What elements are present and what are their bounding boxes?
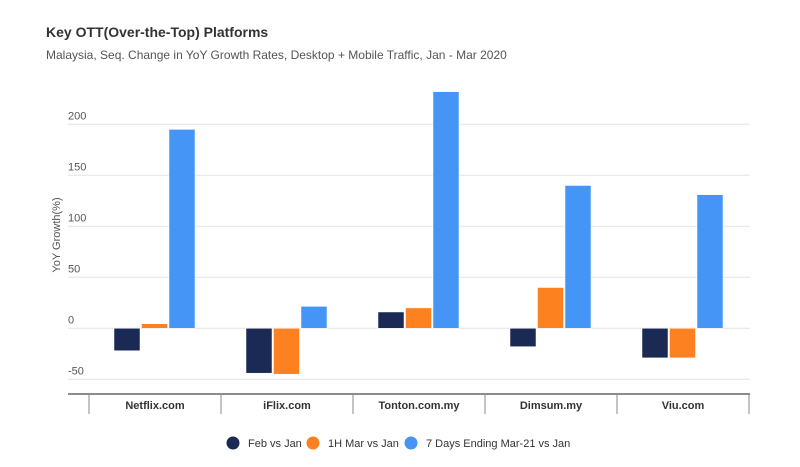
bar [669, 328, 696, 359]
bar [168, 129, 196, 329]
bar [537, 287, 564, 329]
y-tick-label: 100 [68, 212, 86, 224]
x-tick-label: Netflix.com [125, 400, 185, 412]
bar [405, 307, 432, 329]
bar [509, 328, 537, 347]
legend-label: 1H Mar vs Jan [328, 438, 399, 450]
x-tick-label: Dimsum.my [520, 400, 583, 412]
y-tick-label: 150 [68, 161, 86, 173]
chart-subtitle: Malaysia, Seq. Change in YoY Growth Rate… [46, 48, 507, 62]
bar [641, 328, 669, 359]
y-axis-label: YoY Growth(%) [51, 197, 63, 272]
legend-marker [404, 436, 418, 450]
legend-marker [306, 436, 320, 450]
bar [564, 185, 592, 329]
x-tick-label: iFlix.com [263, 400, 311, 412]
chart-title: Key OTT(Over-the-Top) Platforms [46, 24, 269, 40]
bar [113, 328, 141, 351]
bar [300, 306, 328, 329]
x-tick-label: Viu.com [662, 400, 705, 412]
bar [141, 323, 168, 329]
y-tick-label: 200 [68, 110, 86, 122]
legend-label: Feb vs Jan [248, 438, 302, 450]
bar [245, 328, 273, 374]
y-tick-label: -50 [68, 365, 84, 377]
bar [432, 91, 460, 329]
y-tick-label: 0 [68, 314, 74, 326]
legend-marker [226, 436, 240, 450]
legend-label: 7 Days Ending Mar-21 vs Jan [426, 438, 570, 450]
y-tick-label: 50 [68, 263, 80, 275]
x-tick-label: Tonton.com.my [378, 400, 460, 412]
bar [377, 311, 405, 329]
bar [696, 194, 724, 329]
bar [273, 328, 300, 375]
